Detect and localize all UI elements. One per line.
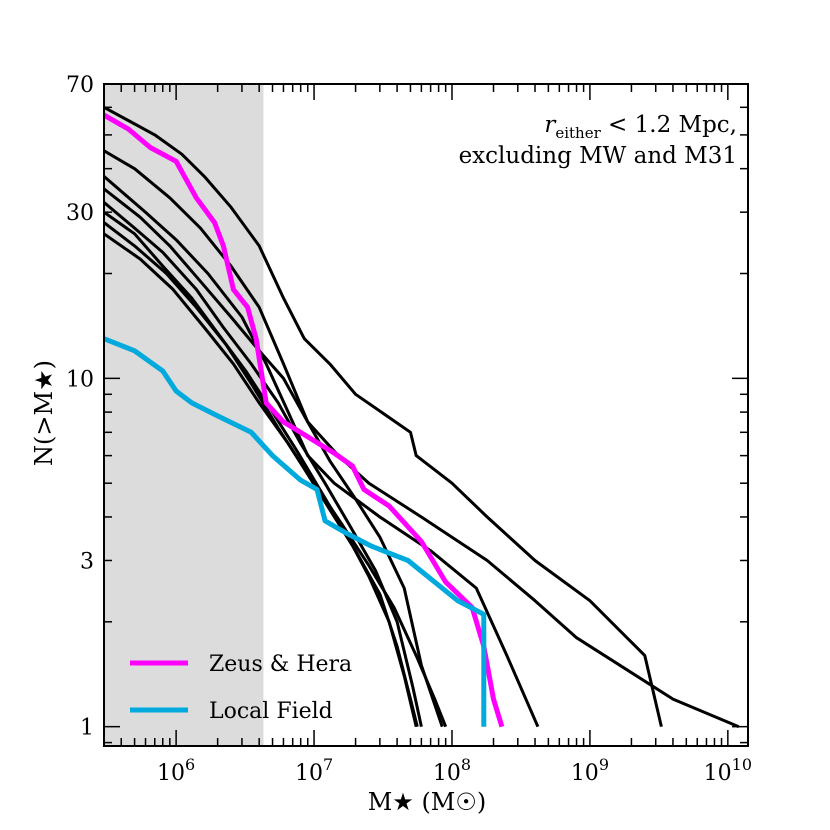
series-line-elvis-pair-1: [104, 105, 663, 728]
y-tick-label: 70: [66, 73, 94, 98]
legend-label-zeus-hera: Zeus & Hera: [209, 652, 352, 677]
plot-frame: [103, 83, 749, 747]
plot-area: [104, 84, 740, 746]
series-line-zeus-hera: [104, 112, 505, 728]
x-axis-label: M★ (M☉): [368, 788, 487, 816]
legend: Zeus & Hera Local Field: [130, 652, 352, 724]
x-tick-label: 108: [433, 755, 471, 786]
series-line-elvis-pair-3: [104, 175, 540, 728]
series-line-local-field: [104, 336, 487, 727]
y-tick-label: 30: [66, 201, 94, 226]
y-tick-label: 10: [66, 367, 94, 392]
annotation-line2: excluding MW and M31: [459, 143, 737, 169]
shaded-region: [104, 84, 264, 746]
y-tick-label: 3: [80, 549, 94, 574]
x-tick-label: 107: [295, 755, 333, 786]
x-tick-label: 106: [157, 755, 195, 786]
x-tick-label: 1010: [704, 755, 752, 786]
annotation-line1: reither < 1.2 Mpc,: [544, 112, 737, 142]
series-line-elvis-pair-8: [104, 232, 448, 728]
y-axis-label: N(>M★): [30, 360, 58, 466]
axes: 106 107 108 109 1010 1 3 10 30 70: [66, 73, 752, 786]
legend-label-local-field: Local Field: [209, 699, 333, 724]
series-line-elvis-pair-2: [104, 149, 740, 729]
y-tick-label: 1: [80, 716, 94, 741]
x-tick-label: 109: [571, 755, 609, 786]
series-line-elvis-pair-4: [104, 187, 444, 728]
